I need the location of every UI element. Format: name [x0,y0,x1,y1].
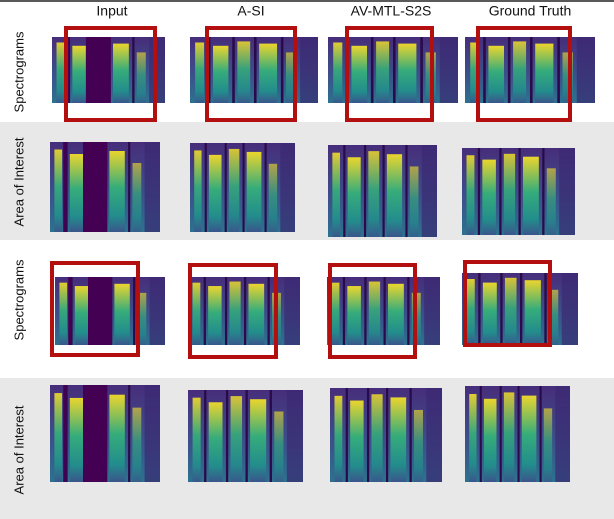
figure: Input A-SI AV-MTL-S2S Ground Truth Spect… [0,0,614,519]
row-label: Spectrograms [11,31,26,112]
row-label: Area of Interest [11,405,26,494]
column-header: A-SI [237,3,264,19]
column-header: Ground Truth [489,3,572,19]
column-header: Input [96,3,127,19]
column-header: AV-MTL-S2S [351,3,432,19]
row-label: Area of Interest [11,137,26,226]
row-label: Spectrograms [11,259,26,340]
